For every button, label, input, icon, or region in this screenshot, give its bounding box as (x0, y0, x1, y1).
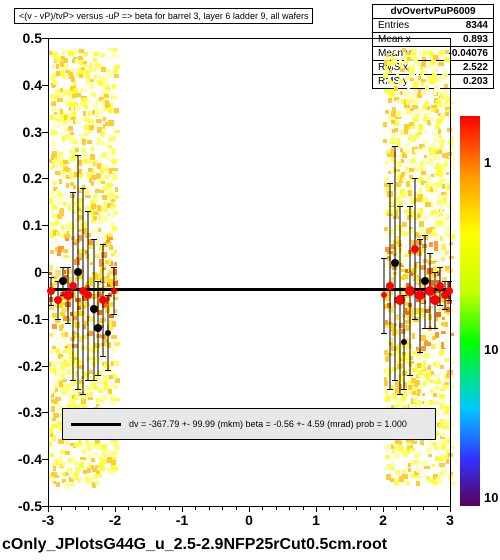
data-marker (405, 286, 415, 296)
fit-line-sample (71, 423, 121, 426)
y-tick-label: 0.1 (8, 217, 42, 233)
data-marker (381, 292, 387, 298)
data-marker (63, 290, 73, 300)
data-marker (401, 339, 407, 345)
colorbar-label: 10 (484, 490, 498, 505)
fit-legend: dv = -367.79 +- 99.99 (mkm) beta = -0.56… (62, 408, 436, 440)
fit-text: dv = -367.79 +- 99.99 (mkm) beta = -0.56… (129, 419, 407, 429)
data-marker (74, 268, 82, 276)
y-tick-label: -0.3 (8, 404, 42, 420)
y-tick-label: 0 (8, 264, 42, 280)
stats-name: dvOvertvPuP6009 (378, 6, 488, 17)
data-marker (99, 296, 107, 304)
x-tick-label: 3 (446, 512, 454, 528)
y-tick-label: 0.2 (8, 170, 42, 186)
data-marker (69, 282, 77, 290)
plot-area: -3-2-10123-0.5-0.4-0.3-0.2-0.100.10.20.3… (48, 38, 450, 506)
x-tick-label: -3 (42, 512, 54, 528)
colorbar-label: 1 (484, 155, 491, 170)
data-marker (47, 287, 55, 295)
x-tick-label: 0 (245, 512, 253, 528)
data-marker (445, 287, 453, 295)
colorbar-label: 10 (484, 342, 498, 357)
y-tick-label: -0.2 (8, 358, 42, 374)
y-tick-label: 0.4 (8, 77, 42, 93)
data-marker (421, 277, 429, 285)
data-marker (386, 282, 394, 290)
data-marker (59, 277, 67, 285)
data-marker (436, 282, 444, 290)
y-tick-label: -0.4 (8, 451, 42, 467)
x-tick-label: 2 (379, 512, 387, 528)
data-marker (84, 291, 92, 299)
y-tick-label: 0.5 (8, 30, 42, 46)
stats-row: Entries8344 (373, 19, 493, 33)
data-marker (411, 245, 419, 253)
plot-title: <(v - vP)/tvP> versus -uP => beta for ba… (19, 11, 308, 21)
data-marker (90, 305, 98, 313)
colorbar: 11010 (460, 116, 480, 506)
file-label-text: cOnly_JPlotsG44G_u_2.5-2.9NFP25rCut0.5cm… (2, 536, 387, 553)
x-tick-label: 1 (312, 512, 320, 528)
y-tick-label: -0.1 (8, 311, 42, 327)
data-marker (105, 330, 111, 336)
data-marker (111, 288, 117, 294)
x-tick-label: -1 (176, 512, 188, 528)
plot-title-box: <(v - vP)/tvP> versus -uP => beta for ba… (14, 8, 313, 24)
x-tick-label: -2 (109, 512, 121, 528)
y-tick-label: -0.5 (8, 498, 42, 514)
data-marker (94, 324, 102, 332)
file-label: cOnly_JPlotsG44G_u_2.5-2.9NFP25rCut0.5cm… (2, 536, 387, 554)
data-marker (54, 296, 62, 304)
data-marker (391, 259, 399, 267)
y-tick-label: 0.3 (8, 124, 42, 140)
